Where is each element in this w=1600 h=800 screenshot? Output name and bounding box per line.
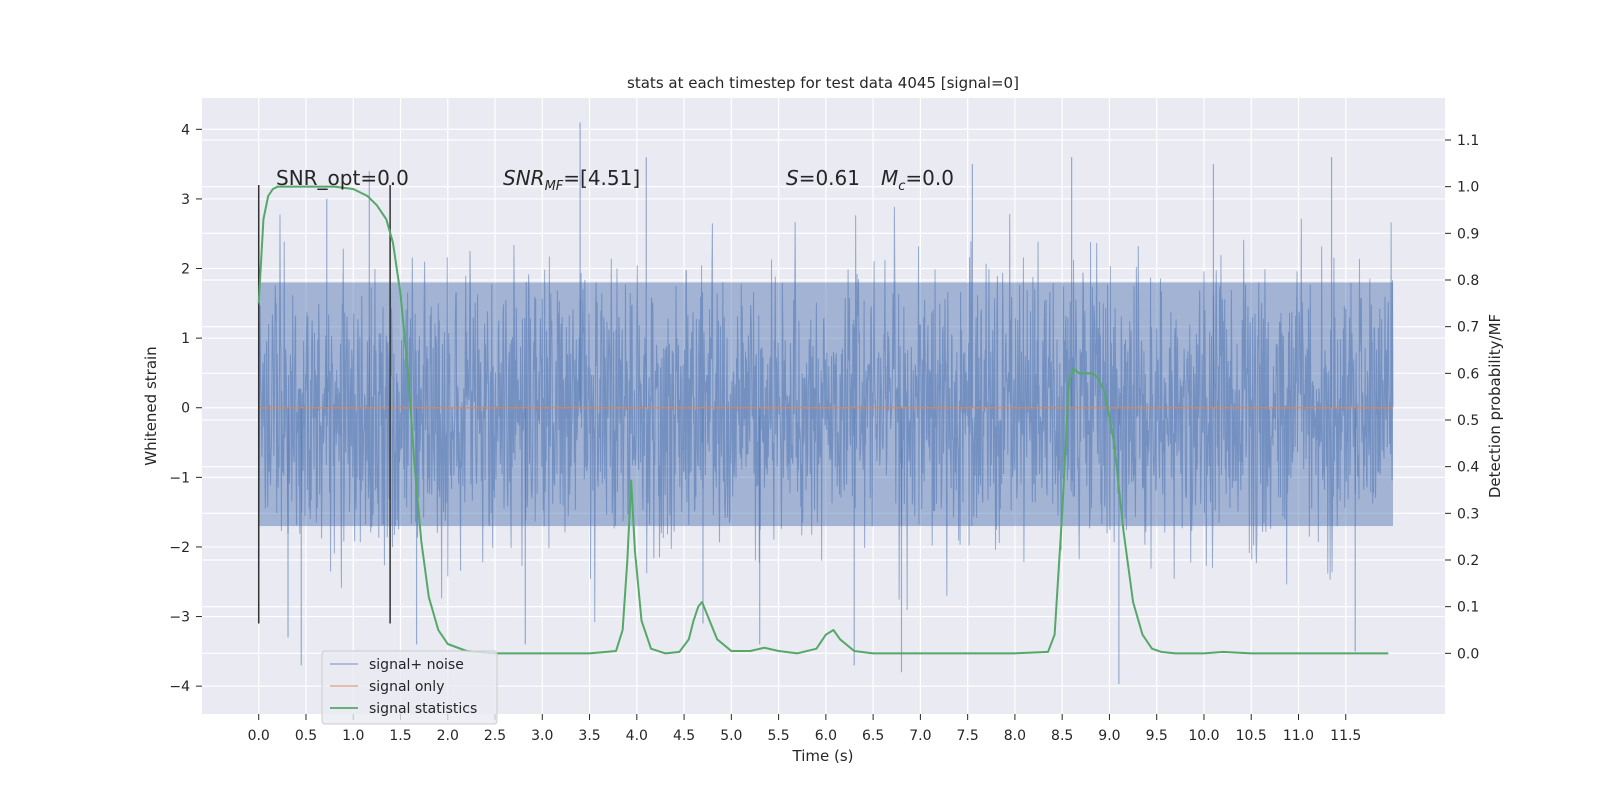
legend-label-signal-noise: signal+ noise (369, 657, 464, 673)
x-tick-label: 2.0 (437, 728, 459, 744)
y-tick-label: 4 (181, 122, 190, 138)
y2-tick-label: 0.4 (1457, 460, 1479, 476)
legend-box (321, 650, 498, 725)
x-tick-label: 8.5 (1051, 728, 1073, 744)
x-tick-label: 1.5 (389, 728, 411, 744)
annotation-s-value: =0.61 (799, 166, 860, 190)
y2-tick-label: 0.9 (1457, 226, 1479, 242)
x-tick-label: 3.5 (578, 728, 600, 744)
y2-tick-label: 0.3 (1457, 506, 1479, 522)
x-tick-label: 11.0 (1283, 728, 1314, 744)
y2-tick-label: 0.8 (1457, 273, 1479, 289)
x-tick-label: 11.5 (1330, 728, 1361, 744)
y2-tick-label: 0.6 (1457, 366, 1479, 382)
x-axis-label: Time (s) (792, 747, 854, 765)
annotation-mc-value: =0.0 (905, 166, 954, 190)
y-tick-label: 2 (181, 262, 190, 278)
annotation-snr-mf: SNRMF=[4.51] (503, 166, 640, 194)
y-tick-label: 0 (181, 401, 190, 417)
x-tick-label: 5.0 (720, 728, 742, 744)
x-tick-label: 1.0 (342, 728, 364, 744)
annotation-mc-main: M (881, 166, 898, 190)
y2-axis-label: Detection probability/MF (1486, 314, 1504, 498)
vertical-markers (257, 185, 391, 624)
legend-label-signal-only: signal only (369, 679, 444, 695)
y2-tick-label: 0.7 (1457, 320, 1479, 336)
x-tick-label: 7.0 (909, 728, 931, 744)
x-tick-label: 7.5 (957, 728, 979, 744)
y-axis-ticks: 4 3 2 1 0 −1 −2 −3 −4 (169, 122, 202, 695)
y2-tick-label: 1.0 (1457, 180, 1479, 196)
x-tick-label: 3.0 (531, 728, 553, 744)
y-tick-label: 3 (181, 192, 190, 208)
y2-tick-label: 1.1 (1457, 133, 1479, 149)
annotation-snr-mf-value: =[4.51] (563, 166, 640, 190)
y2-tick-label: 0.2 (1457, 553, 1479, 569)
annotation-s: S=0.61 (786, 166, 860, 190)
annotation-mc: Mc=0.0 (881, 166, 954, 194)
legend-label-signal-statistics: signal statistics (369, 701, 477, 717)
y2-tick-label: 0.1 (1457, 600, 1479, 616)
x-axis-ticks: 0.0 0.5 1.0 1.5 2.0 2.5 3.0 3.5 4.0 4.5 5.0 5.5 6.0 6… (248, 714, 1361, 744)
x-tick-label: 5.5 (767, 728, 789, 744)
y-tick-label: −1 (169, 470, 190, 486)
y-axis-label: Whitened strain (142, 346, 160, 465)
x-tick-label: 6.0 (815, 728, 837, 744)
chart-title: stats at each timestep for test data 404… (627, 74, 1019, 92)
y-tick-label: −3 (169, 610, 190, 626)
x-tick-label: 2.5 (484, 728, 506, 744)
x-tick-label: 0.0 (248, 728, 270, 744)
annotation-snr-mf-main: SNR (503, 166, 545, 190)
y-tick-label: −2 (169, 540, 190, 556)
y2-axis-ticks: 1.1 1.0 0.9 0.8 0.7 0.6 0.5 0.4 0.3 0.2 0.1 0.0 (1445, 133, 1479, 662)
annotation-mc-sub: c (898, 179, 905, 194)
y2-tick-label: 0.5 (1457, 413, 1479, 429)
x-tick-label: 4.0 (626, 728, 648, 744)
signal-statistics-series (257, 185, 1389, 655)
legend: signal+ noise signal only signal statist… (321, 650, 498, 725)
signal-noise-series (258, 122, 1394, 685)
y2-tick-label: 0.0 (1457, 646, 1479, 662)
annotations: SNR_opt=0.0 SNRMF=[4.51] S=0.61 Mc=0.0 (276, 166, 954, 194)
x-tick-label: 9.5 (1146, 728, 1168, 744)
y-tick-label: 1 (181, 331, 190, 347)
annotation-snr-opt: SNR_opt=0.0 (276, 166, 409, 190)
y-tick-label: −4 (169, 679, 190, 695)
x-tick-label: 10.0 (1188, 728, 1219, 744)
x-tick-label: 4.5 (673, 728, 695, 744)
annotation-s-symbol: S (786, 166, 799, 190)
x-tick-label: 8.0 (1004, 728, 1026, 744)
x-tick-label: 10.5 (1236, 728, 1267, 744)
x-tick-label: 6.5 (862, 728, 884, 744)
x-tick-label: 0.5 (295, 728, 317, 744)
signal-statistics-line (257, 185, 1389, 655)
x-tick-label: 9.0 (1098, 728, 1120, 744)
annotation-snr-mf-sub: MF (545, 179, 564, 194)
